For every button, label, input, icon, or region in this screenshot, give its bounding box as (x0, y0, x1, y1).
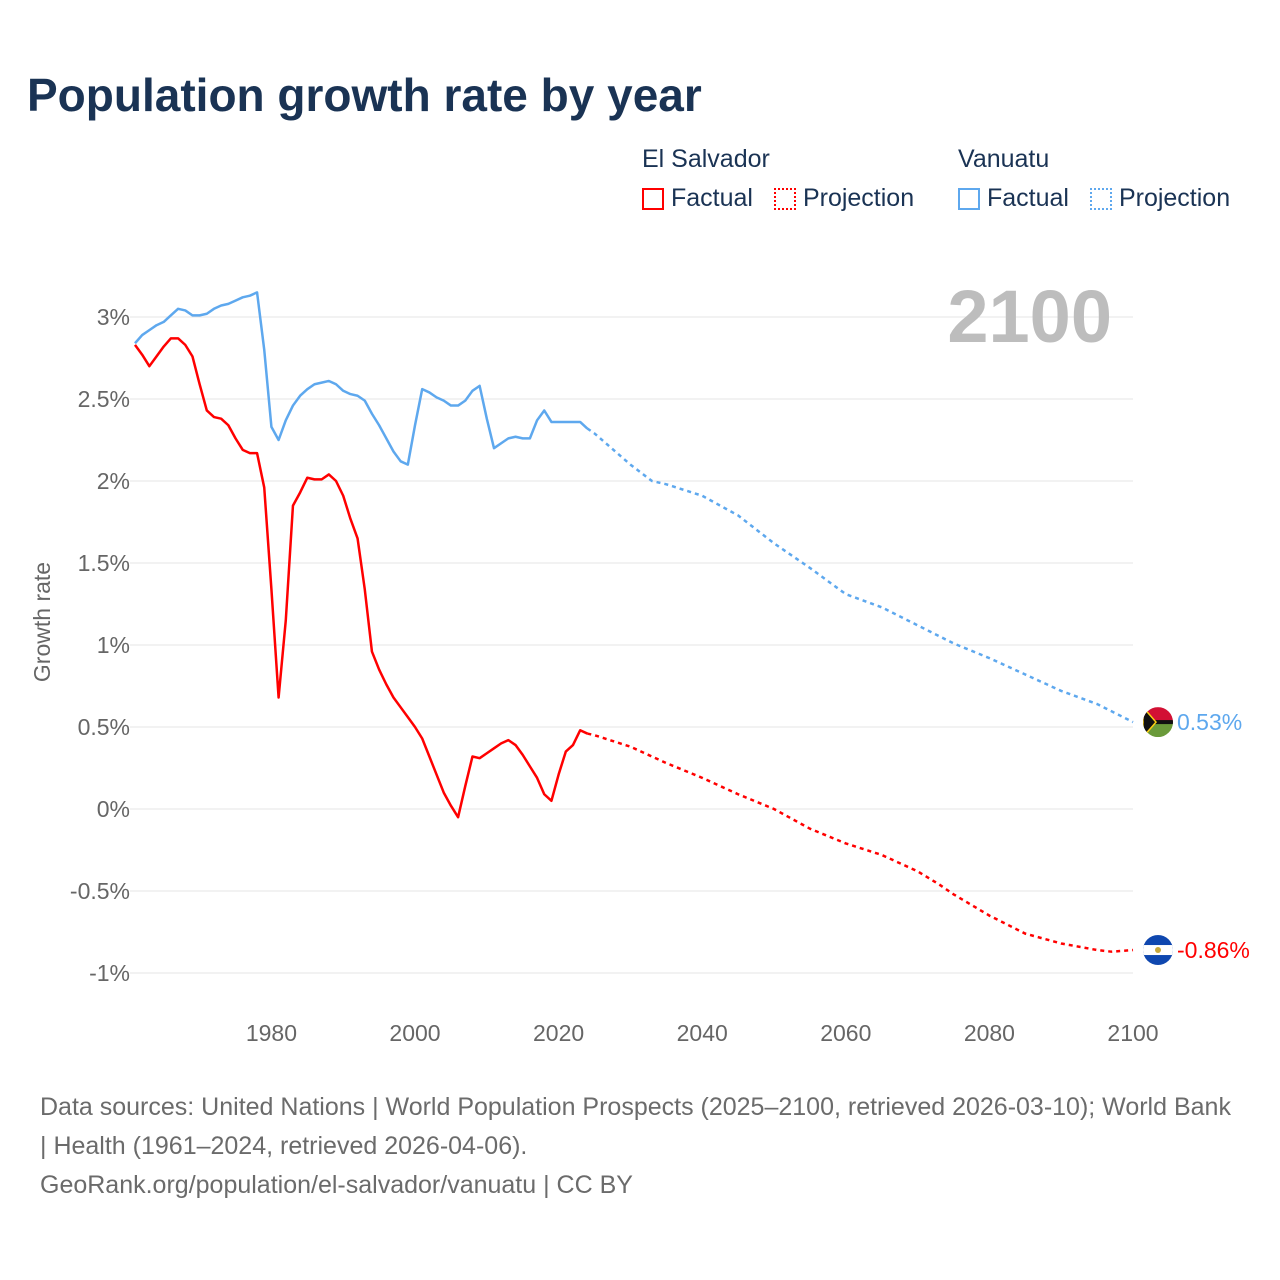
y-tick-label: -1% (89, 960, 130, 986)
el-salvador-end-label: -0.86% (1177, 937, 1250, 963)
y-axis-label: Growth rate (29, 562, 55, 682)
dotted-swatch-icon (773, 187, 796, 210)
y-tick-label: 3% (97, 304, 130, 330)
y-tick-label: 2% (97, 468, 130, 494)
el-salvador-factual-line (133, 337, 588, 819)
legend-item-projection[interactable]: Projection (773, 184, 914, 213)
x-tick-label: 2000 (389, 1020, 440, 1046)
y-tick-label: 1.5% (78, 550, 130, 576)
solid-swatch-icon (642, 187, 664, 210)
vanuatu-end-label: 0.53% (1177, 709, 1242, 735)
y-tick-label: 0% (97, 796, 130, 822)
chart-title: Population growth rate by year (27, 69, 702, 121)
legend-el-salvador: El Salvador Factual Projection (642, 145, 928, 217)
legend-country: El Salvador (642, 145, 770, 173)
x-tick-label: 2100 (1107, 1020, 1158, 1046)
y-tick-label: 1% (97, 632, 130, 658)
el-salvador-flag-icon (1143, 935, 1173, 966)
chart-plot: 3% 2.5% 2% 1.5% 1% 0.5% 0% -0.5% -1% 1980 2000 2020… (29, 275, 1250, 1046)
vanuatu-factual-line (134, 291, 589, 466)
x-tick-label: 2060 (820, 1020, 871, 1046)
legend-item-factual[interactable]: Factual (642, 184, 753, 213)
dotted-swatch-icon (1089, 187, 1112, 210)
footer: Data sources: United Nations | World Pop… (40, 1088, 1240, 1205)
legend-country: Vanuatu (958, 145, 1050, 173)
el-salvador-projection-line (587, 732, 1134, 953)
solid-swatch-icon (958, 187, 980, 210)
vanuatu-projection-line (586, 427, 1134, 724)
x-tick-label: 2080 (964, 1020, 1015, 1046)
data-sources: Data sources: United Nations | World Pop… (40, 1093, 1231, 1160)
y-tick-label: -0.5% (70, 878, 130, 904)
x-tick-label: 2020 (533, 1020, 584, 1046)
legend-item-factual[interactable]: Factual (958, 184, 1069, 213)
legend-item-projection[interactable]: Projection (1089, 184, 1230, 213)
credit-link[interactable]: GeoRank.org/population/el-salvador/vanua… (40, 1171, 633, 1199)
y-tick-label: 2.5% (78, 386, 130, 412)
vanuatu-flag-icon (1143, 707, 1173, 738)
y-tick-label: 0.5% (78, 714, 130, 740)
x-tick-label: 1980 (246, 1020, 297, 1046)
year-watermark: 2100 (947, 275, 1112, 358)
x-tick-label: 2040 (677, 1020, 728, 1046)
legend-vanuatu: Vanuatu Factual Projection (958, 145, 1244, 217)
